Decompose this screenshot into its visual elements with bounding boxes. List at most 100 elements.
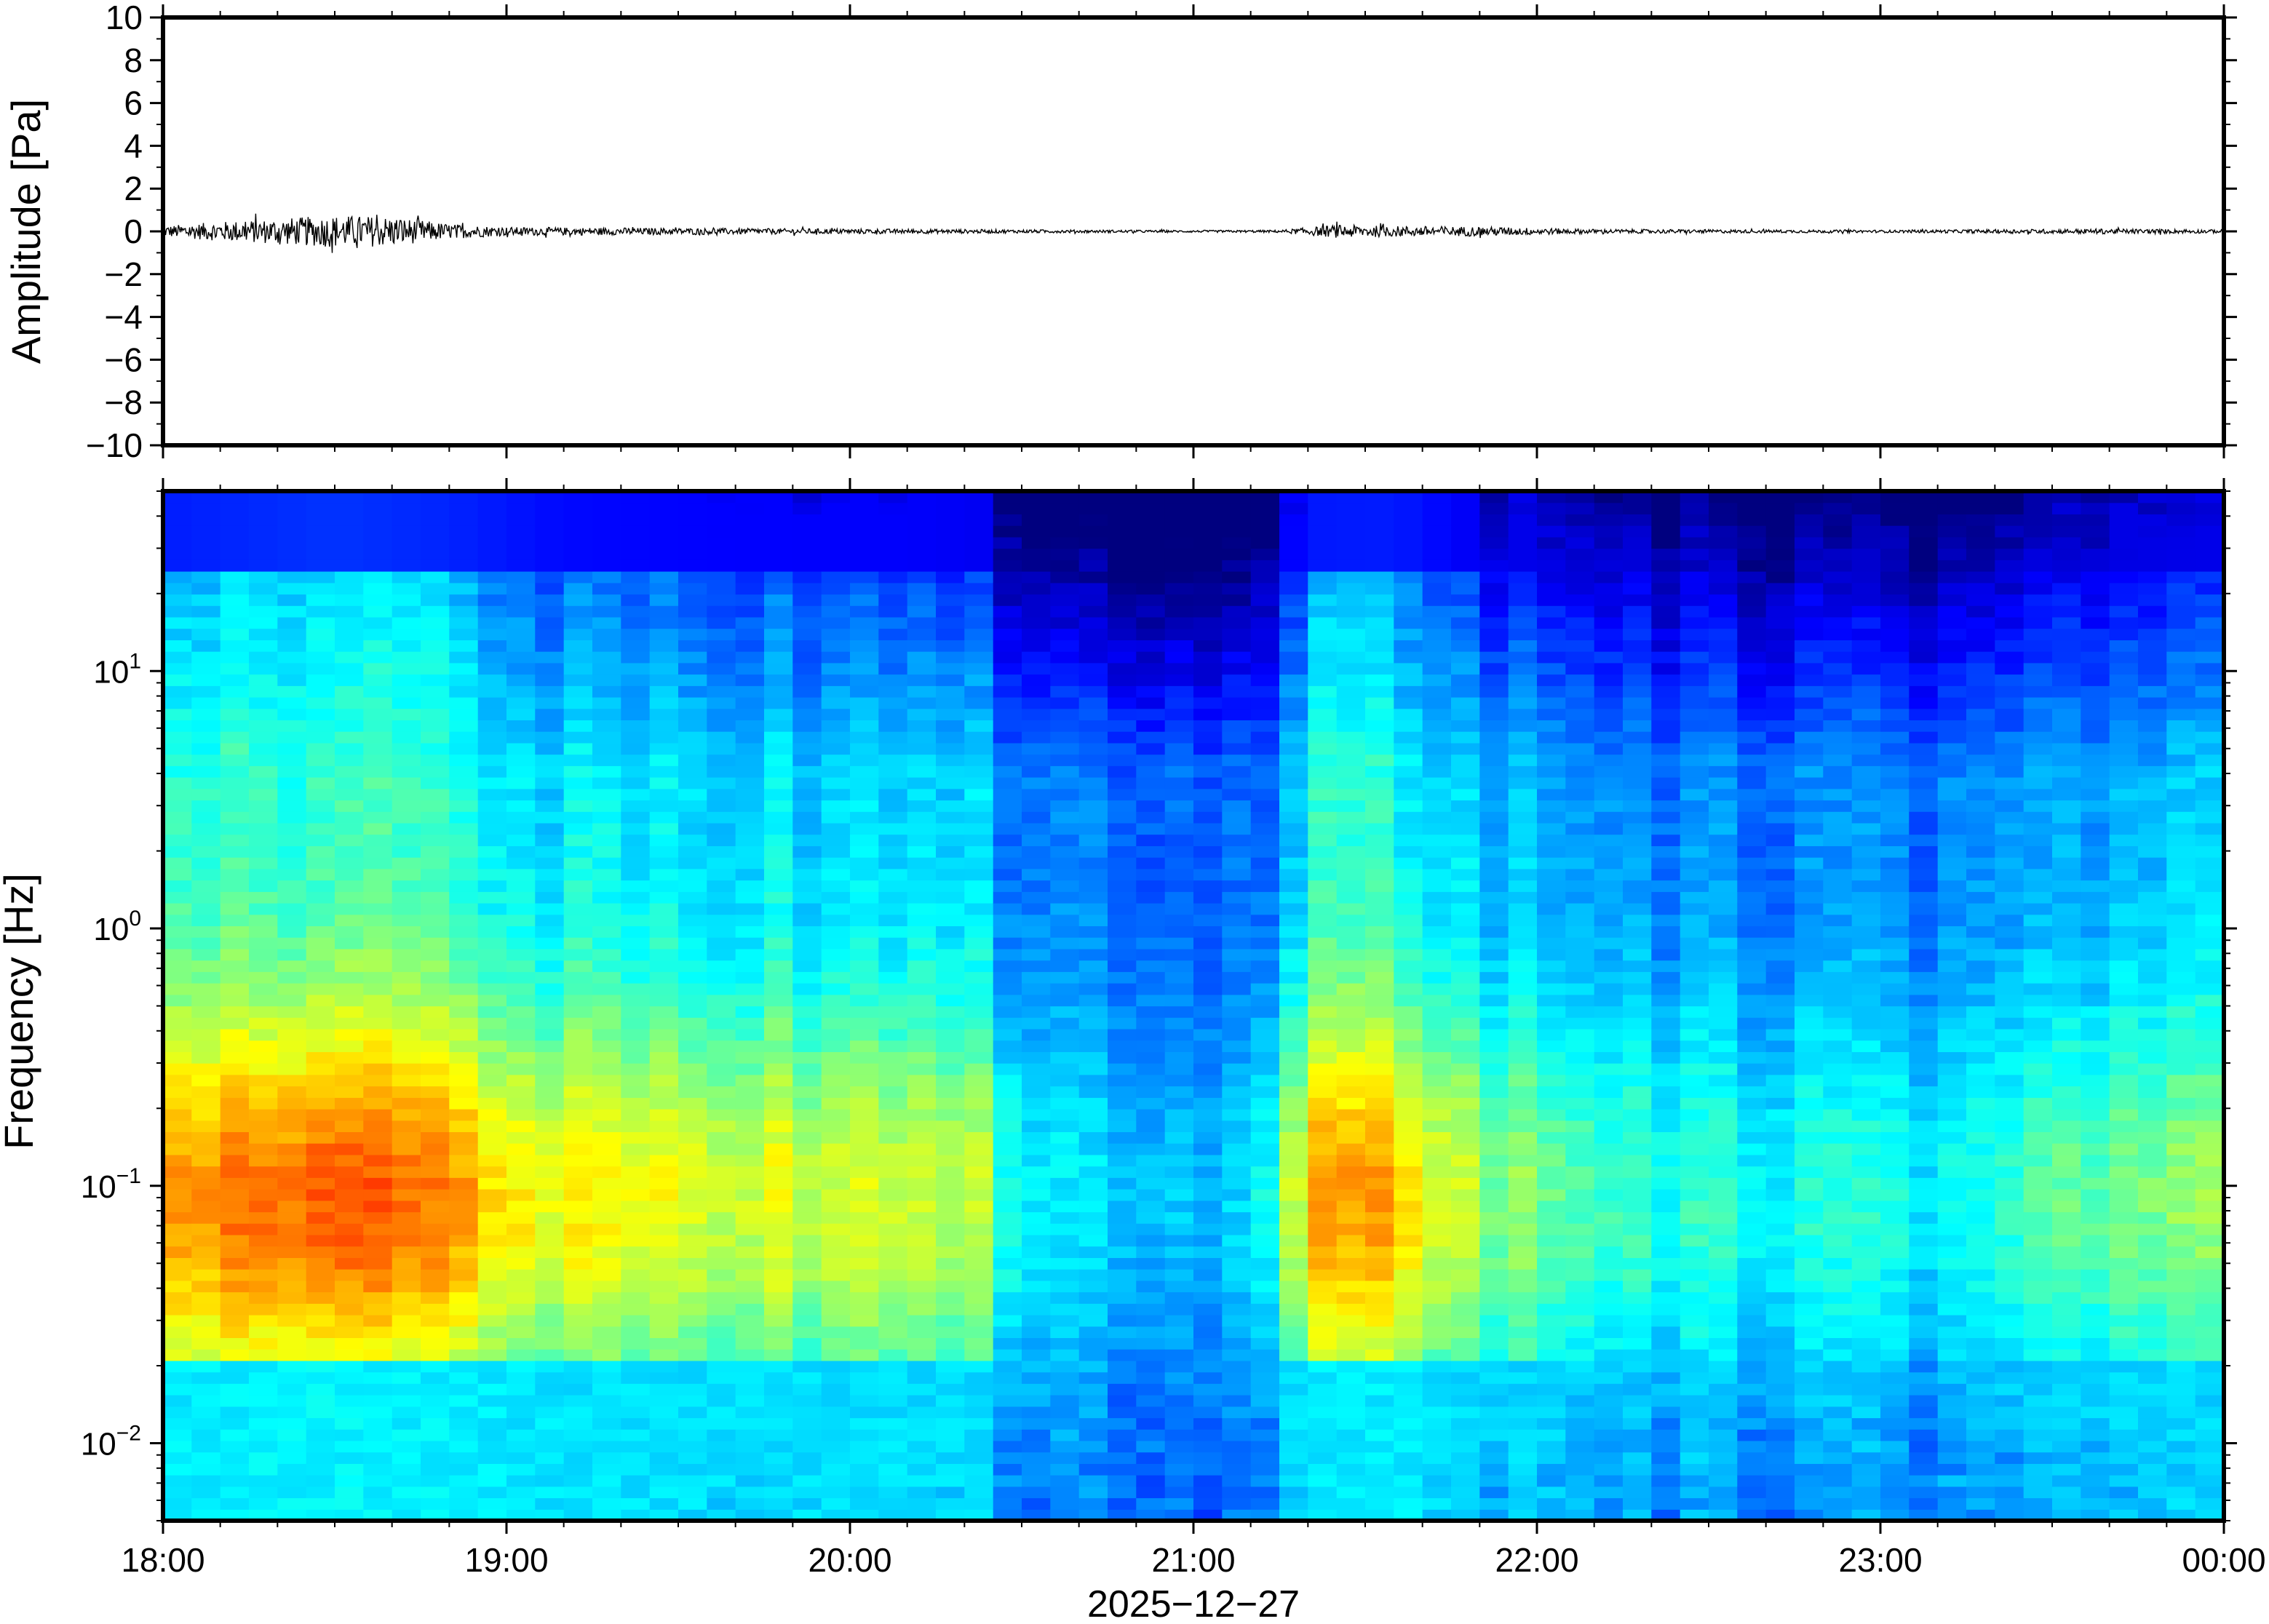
- spectrogram-cell: [277, 868, 307, 881]
- spectrogram-cell: [563, 834, 593, 846]
- spectrogram-cell: [792, 1417, 822, 1430]
- spectrogram-cell: [1279, 1303, 1308, 1315]
- spectrogram-cell: [1422, 822, 1452, 835]
- spectrogram-cell: [707, 674, 736, 686]
- spectrogram-cell: [707, 1246, 736, 1258]
- spectrogram-cell: [907, 1131, 937, 1144]
- spectrogram-cell: [707, 937, 736, 950]
- spectrogram-cell: [421, 845, 450, 858]
- spectrogram-cell: [1537, 1200, 1566, 1213]
- spectrogram-cell: [1565, 1475, 1595, 1487]
- spectrogram-cell: [421, 1131, 450, 1144]
- spectrogram-cell: [1308, 1269, 1338, 1281]
- spectrogram-cell: [335, 845, 364, 858]
- spectrogram-cell: [477, 594, 507, 606]
- spectrogram-cell: [1193, 1211, 1223, 1224]
- spectrogram-cell: [735, 926, 765, 938]
- spectrogram-cell: [1308, 1497, 1338, 1510]
- spectrogram-cell: [1508, 640, 1538, 652]
- spectrogram-cell: [678, 834, 707, 846]
- spectrogram-cell: [850, 1109, 879, 1121]
- spectrogram-cell: [707, 525, 736, 538]
- spectrogram-cell: [1394, 811, 1423, 824]
- spectrogram-cell: [220, 662, 250, 675]
- spectrogram-cell: [936, 605, 965, 618]
- spectrogram-cell: [1108, 1360, 1137, 1373]
- spectrogram-cell: [821, 548, 851, 560]
- spectrogram-cell: [821, 822, 851, 835]
- spectrogram-cell: [821, 891, 851, 904]
- spectrogram-cell: [707, 777, 736, 789]
- spectrogram-cell: [449, 868, 479, 881]
- spectrogram-cell: [1680, 1074, 1709, 1087]
- spectrogram-cell: [707, 1326, 736, 1338]
- spectrogram-cell: [1193, 1086, 1223, 1098]
- spectrogram-cell: [1680, 651, 1709, 664]
- spectrogram-cell: [535, 765, 565, 778]
- spectrogram-cell: [506, 605, 536, 618]
- spectrogram-cell: [277, 502, 307, 514]
- spectrogram-cell: [191, 1372, 221, 1384]
- spectrogram-cell: [506, 891, 536, 904]
- spectrogram-cell: [735, 948, 765, 961]
- spectrogram-cell: [1222, 1497, 1252, 1510]
- spectrogram-cell: [1709, 960, 1738, 972]
- spectrogram-cell: [1136, 1051, 1166, 1064]
- spectrogram-cell: [506, 1189, 536, 1201]
- spectrogram-cell: [964, 1086, 994, 1098]
- spectrogram-cell: [1108, 754, 1137, 766]
- spectrogram-cell: [678, 502, 707, 514]
- spectrogram-cell: [764, 1154, 793, 1167]
- spectrogram-cell: [1336, 1395, 1366, 1407]
- spectrogram-cell: [1222, 1234, 1252, 1247]
- spectrogram-cell: [1279, 845, 1308, 858]
- spectrogram-cell: [220, 1028, 250, 1041]
- spectrogram-cell: [678, 983, 707, 995]
- spectrogram-cell: [306, 1509, 335, 1521]
- spectrogram-cell: [1193, 594, 1223, 606]
- spectrogram-cell: [1651, 1006, 1681, 1018]
- spectrogram-cell: [1594, 857, 1624, 869]
- spectrogram-cell: [1022, 560, 1051, 572]
- spectrogram-cell: [1537, 1063, 1566, 1075]
- spectrogram-cell: [993, 525, 1022, 538]
- spectrogram-cell: [792, 662, 822, 675]
- spectrogram-cell: [1394, 708, 1423, 720]
- spectrogram-cell: [1451, 571, 1480, 584]
- spectrogram-cell: [649, 662, 679, 675]
- spectrogram-cell: [1537, 742, 1566, 755]
- spectrogram-cell: [1451, 891, 1480, 904]
- spectrogram-cell: [1164, 1166, 1194, 1178]
- spectrogram-cell: [163, 903, 192, 915]
- spectrogram-cell: [249, 1166, 278, 1178]
- spectrogram-cell: [363, 708, 393, 720]
- spectrogram-cell: [1078, 1051, 1108, 1064]
- spectrogram-cell: [1623, 536, 1652, 549]
- spectrogram-cell: [1279, 640, 1308, 652]
- spectrogram-cell: [1680, 914, 1709, 926]
- spectrogram-cell: [850, 1017, 879, 1030]
- spectrogram-cell: [1737, 994, 1767, 1007]
- spectrogram-cell: [621, 1429, 651, 1441]
- spectrogram-cell: [421, 891, 450, 904]
- spectrogram-cell: [1078, 960, 1108, 972]
- spectrogram-cell: [649, 1051, 679, 1064]
- spectrogram-cell: [335, 994, 364, 1007]
- spectrogram-cell: [878, 926, 908, 938]
- spectrogram-cell: [1108, 1166, 1137, 1178]
- spectrogram-cell: [936, 1315, 965, 1327]
- spectrogram-cell: [678, 891, 707, 904]
- spectrogram-cell: [1394, 1440, 1423, 1453]
- spectrogram-cell: [1308, 628, 1338, 640]
- spectrogram-cell: [506, 994, 536, 1007]
- spectrogram-cell: [1508, 742, 1538, 755]
- spectrogram-cell: [707, 594, 736, 606]
- spectrogram-cell: [277, 937, 307, 950]
- spectrogram-cell: [936, 811, 965, 824]
- spectrogram-cell: [392, 1040, 421, 1052]
- spectrogram-cell: [1279, 1360, 1308, 1373]
- spectrogram-cell: [850, 777, 879, 789]
- spectrogram-cell: [1279, 708, 1308, 720]
- spectrogram-cell: [1623, 742, 1652, 755]
- spectrogram-cell: [964, 1360, 994, 1373]
